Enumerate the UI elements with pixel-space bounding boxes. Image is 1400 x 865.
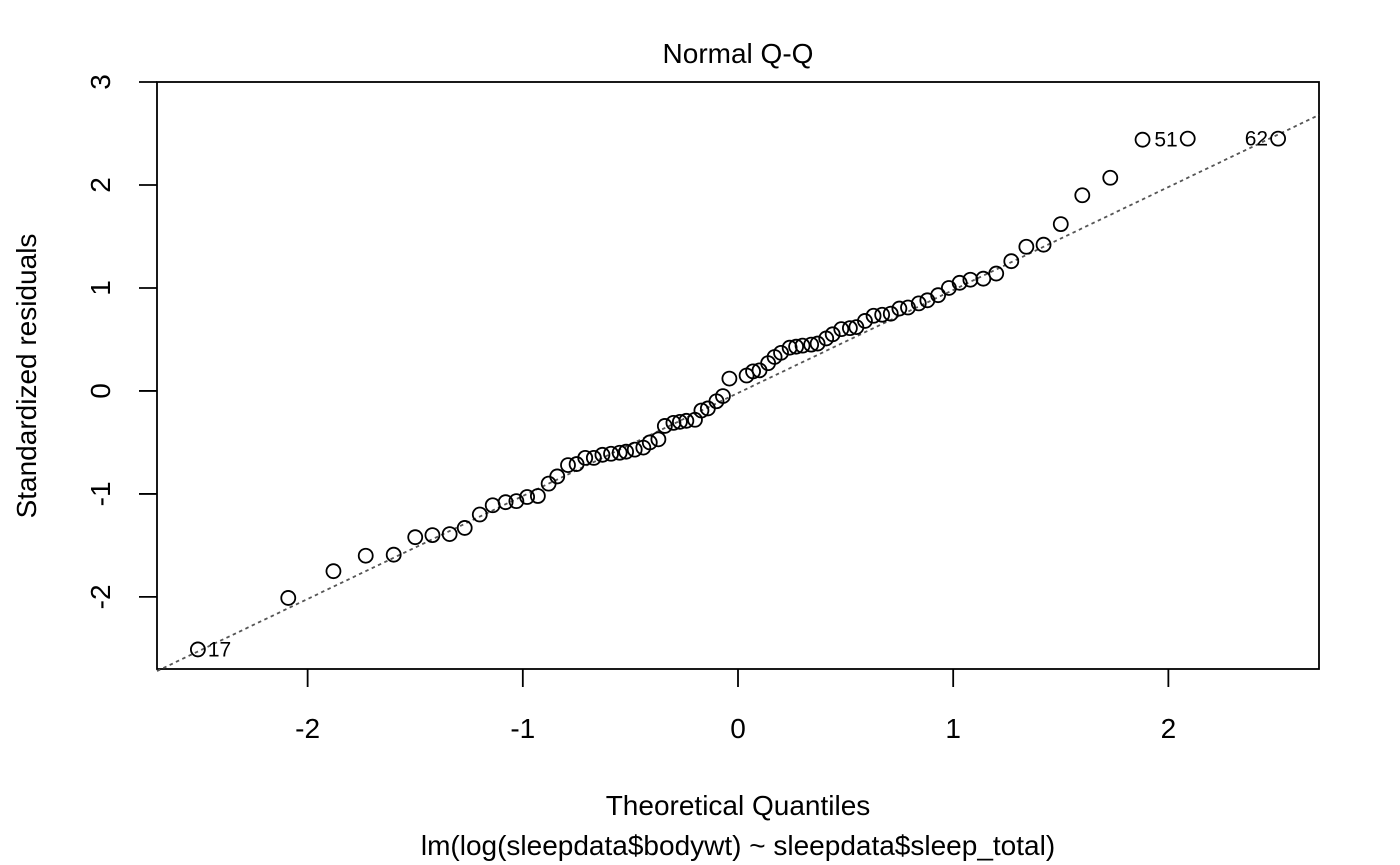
- qq-point: [794, 337, 811, 354]
- qq-point: [891, 300, 908, 317]
- qq-point: [585, 449, 602, 466]
- plot-frame: [156, 81, 1320, 670]
- x-tick-label: 1: [945, 713, 961, 744]
- point-label-17: 17: [208, 638, 231, 661]
- qq-point: [1102, 169, 1119, 186]
- qq-point: [626, 441, 643, 458]
- x-tick-label: -2: [295, 713, 320, 744]
- qq-point: [803, 336, 820, 353]
- qq-point: [1018, 238, 1035, 255]
- qq-point: [882, 305, 899, 322]
- y-tick-label: 2: [85, 177, 116, 193]
- point-labels: 17 51 62: [208, 128, 1268, 662]
- qq-point: [788, 338, 804, 355]
- y-tick-label: 0: [85, 383, 116, 399]
- qq-point: [529, 488, 546, 504]
- qq-point: [471, 506, 488, 523]
- chart-title: Normal Q-Q: [663, 38, 814, 69]
- reference-line-layer: [156, 114, 1320, 672]
- qq-point: [745, 363, 761, 380]
- qq-point: [189, 641, 206, 658]
- qq-point: [407, 529, 424, 546]
- qq-point: [456, 520, 473, 536]
- qq-point: [672, 413, 688, 430]
- qq-point: [809, 335, 826, 352]
- qq-point: [549, 468, 566, 485]
- qq-point: [900, 299, 916, 316]
- qq-point: [603, 445, 619, 462]
- qq-point: [650, 431, 667, 448]
- qq-point: [594, 446, 611, 463]
- qq-point: [1003, 253, 1020, 270]
- y-tick-label: 3: [85, 74, 116, 90]
- qq-point: [988, 265, 1005, 282]
- qq-point: [280, 590, 297, 606]
- qq-point: [577, 449, 594, 466]
- qq-point: [865, 307, 882, 324]
- qq-point: [874, 306, 891, 323]
- qq-point: [824, 326, 841, 343]
- qq-point: [618, 443, 635, 460]
- chart-subtitle: lm(log(sleepdata$bodywt) ~ sleepdata$sle…: [421, 830, 1055, 861]
- x-axis: -2 -1 0 1 2: [295, 669, 1176, 744]
- qq-point: [441, 526, 458, 542]
- qq-point: [1035, 236, 1052, 253]
- x-axis-title: Theoretical Quantiles: [606, 790, 871, 821]
- y-axis: -2 -1 0 1 2 3: [85, 74, 157, 609]
- y-tick-label: -2: [85, 584, 116, 609]
- qq-point: [910, 295, 927, 312]
- y-tick-label: 1: [85, 280, 116, 296]
- qq-point: [641, 434, 658, 451]
- qq-point: [1134, 131, 1151, 148]
- x-tick-label: 0: [730, 713, 746, 744]
- qq-point: [560, 457, 576, 473]
- y-tick-label: -1: [85, 481, 116, 506]
- qq-point: [508, 493, 525, 510]
- qq-point: [611, 444, 628, 461]
- x-tick-label: -1: [510, 713, 535, 744]
- qq-point: [678, 412, 695, 429]
- qq-point: [1270, 130, 1287, 147]
- qq-point: [1179, 130, 1196, 147]
- qq-point: [656, 418, 673, 434]
- point-label-62: 62: [1245, 128, 1268, 151]
- data-points: [189, 130, 1287, 658]
- x-tick-label: 2: [1161, 713, 1177, 744]
- qq-point: [833, 321, 850, 338]
- qq-point: [1052, 216, 1069, 233]
- qq-point: [385, 546, 402, 563]
- qq-point: [951, 274, 968, 291]
- point-label-51: 51: [1154, 129, 1177, 152]
- qq-point: [857, 313, 873, 329]
- qq-point: [715, 388, 731, 404]
- qq-point: [519, 489, 536, 505]
- qq-point: [497, 494, 514, 511]
- y-axis-title: Standardized residuals: [11, 234, 42, 519]
- qq-point: [424, 527, 441, 544]
- qq-point: [962, 271, 979, 288]
- qq-point: [1074, 187, 1091, 204]
- qq-point: [721, 370, 738, 387]
- qq-point: [693, 402, 710, 419]
- qq-point: [773, 344, 789, 361]
- qq-point: [325, 563, 342, 580]
- qq-point: [930, 287, 947, 304]
- qq-point: [357, 547, 374, 564]
- qq-point: [841, 320, 858, 337]
- qq-reference-line: [156, 114, 1320, 672]
